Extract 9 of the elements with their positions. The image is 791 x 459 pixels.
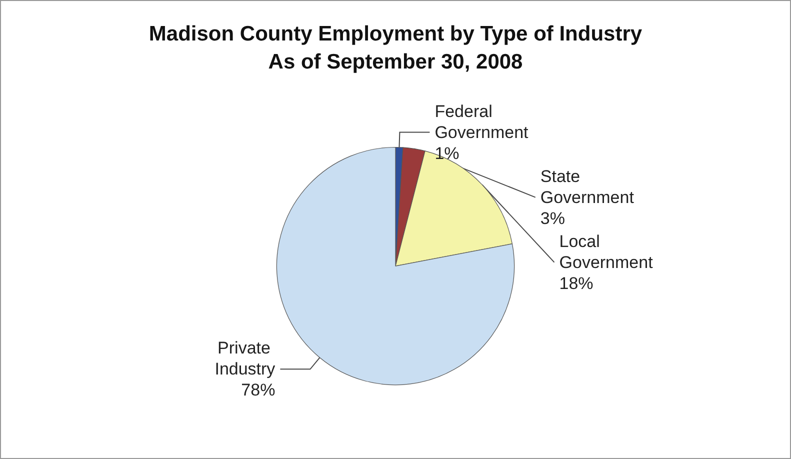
data-label: 1% <box>434 144 460 163</box>
data-label: 78% <box>241 380 276 400</box>
chart-title: Madison County Employment by Type of Industry As of September 30, 2008 <box>148 22 642 74</box>
data-label: 18% <box>559 274 594 293</box>
slice-label: Federal Government <box>434 102 529 142</box>
slice-label: Local Government <box>559 232 654 272</box>
slice-label: State Government <box>540 166 634 207</box>
data-label: 3% <box>540 208 565 228</box>
slice-label: Private Industry <box>214 338 276 379</box>
